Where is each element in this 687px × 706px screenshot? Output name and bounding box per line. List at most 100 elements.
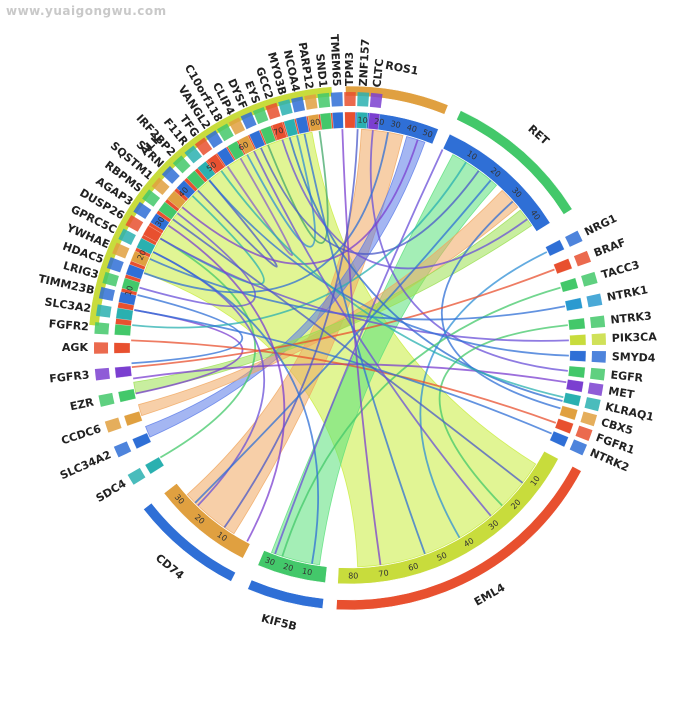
segment-klraq1 [563, 392, 582, 407]
segment-irf2bp2 [186, 170, 206, 190]
outer-band-fgfr3 [94, 367, 110, 381]
segment-eml4 [337, 450, 559, 585]
segment-tfg [206, 153, 225, 174]
outer-band-agk [94, 342, 109, 354]
tick-eml4-80: 80 [348, 571, 358, 580]
segment-clip4 [237, 135, 255, 155]
outer-band-f11r [184, 145, 203, 164]
label-sdc4: SDC4 [94, 477, 129, 505]
outer-band-slc34a2 [113, 441, 132, 458]
thread-link-2 [159, 237, 257, 459]
label-ntrk1: NTRK1 [606, 283, 649, 304]
segment-znf157 [356, 111, 368, 129]
outer-band-lrig3 [102, 271, 119, 287]
label-tacc3: TACC3 [600, 258, 641, 281]
segment-ezr [117, 388, 137, 403]
thread-link-8 [267, 131, 329, 244]
label-nrg1: NRG1 [582, 212, 619, 239]
thread-link-35 [167, 224, 286, 542]
outer-band-ntrk2 [569, 439, 588, 456]
label-egfr: EGFR [610, 368, 644, 384]
tick-ros1-10: 10 [357, 116, 368, 126]
label-cltc: CLTC [370, 58, 386, 88]
outer-band-snd1 [317, 92, 331, 108]
tick-ros1-40: 40 [406, 123, 418, 134]
label-fgfr2: FGFR2 [48, 317, 89, 333]
segment-slc3a2 [115, 307, 134, 321]
outer-band-ntrk1 [586, 293, 603, 308]
segment-tacc3 [559, 277, 579, 293]
outer-band-sqstm1 [151, 177, 170, 196]
tick-kif5b-20: 20 [282, 562, 294, 573]
outer-band-kif5b [247, 579, 324, 609]
outer-band-rbpms [142, 189, 161, 207]
outer-band-ncoa4 [291, 96, 306, 113]
tick-eml4-60: 60 [407, 561, 419, 572]
segment-dusp26 [142, 225, 163, 243]
outer-band-pik3ca [591, 333, 606, 346]
outer-band-dusp26 [125, 215, 144, 232]
thread-link-14 [260, 147, 480, 255]
thread-link-17 [419, 251, 548, 539]
outer-band-smyd4 [591, 350, 606, 363]
thread-links [131, 129, 569, 565]
outer-band-gprc5c [118, 228, 136, 245]
segment-braf [553, 258, 573, 275]
thread-link-7 [246, 135, 316, 248]
outer-band-met [587, 382, 604, 396]
segment-cd74 [163, 483, 251, 559]
label-agk: AGK [62, 341, 89, 354]
outer-band-myo3b [278, 99, 293, 116]
thread-link-12 [181, 139, 419, 265]
segment-vangl2 [216, 147, 235, 167]
outer-band-hdac5 [106, 257, 124, 273]
outer-band-ezr [98, 392, 115, 407]
thread-link-25 [220, 170, 564, 399]
label-znf157: ZNF157 [357, 38, 372, 86]
segment-cltc [367, 112, 381, 130]
segment-f11r [197, 161, 216, 181]
thread-link-9 [288, 137, 563, 402]
thread-link-36 [194, 179, 492, 504]
segment-ccdc6 [123, 411, 143, 427]
segment-slc34a2 [132, 432, 152, 450]
label-tmem65: TMEM65 [328, 34, 344, 87]
segment-tmem65 [332, 111, 344, 129]
label-slc3a2: SLC3A2 [44, 295, 92, 315]
outer-band-braf [573, 250, 592, 267]
thread-link-18 [131, 268, 555, 368]
segment-ret [442, 133, 551, 232]
label-tpm3: TPM3 [343, 52, 356, 86]
tick-ros1-30: 30 [390, 119, 402, 130]
outer-band-cd74 [143, 502, 236, 582]
outer-band-eys [252, 106, 269, 125]
segment-dysf [248, 130, 266, 150]
thread-link-30 [303, 133, 426, 555]
tick-eml4-70: 70 [378, 568, 389, 578]
tick-ros1-20: 20 [374, 117, 385, 127]
thread-link-3 [139, 212, 257, 308]
tick-eml4-50: 50 [435, 550, 448, 562]
segment-ywhae [130, 250, 150, 267]
segment-snd1 [319, 112, 333, 130]
segment-sdc4 [144, 456, 165, 475]
gene-segments [88, 85, 606, 611]
thread-link-10 [369, 130, 568, 372]
segment-timm23b [118, 291, 137, 306]
segment-fgfr3 [114, 365, 132, 379]
segment-c10orf118 [227, 140, 245, 161]
label-slc34a2: SLC34A2 [58, 448, 113, 482]
outer-band-agap3 [133, 201, 152, 220]
segment-rbpms [158, 201, 178, 220]
watermark: www.yuaigongwu.com [6, 4, 167, 18]
segment-ntrk3 [568, 317, 586, 331]
label-ret: RET [525, 122, 552, 148]
thread-link-1 [131, 294, 244, 365]
segment-eys [260, 125, 277, 145]
outer-band-ntrk3 [590, 315, 606, 329]
outer-band-tfg [194, 137, 213, 156]
segment-gprc5c [136, 237, 156, 255]
outer-band-cltc [369, 92, 383, 108]
thread-link-19 [281, 286, 561, 557]
